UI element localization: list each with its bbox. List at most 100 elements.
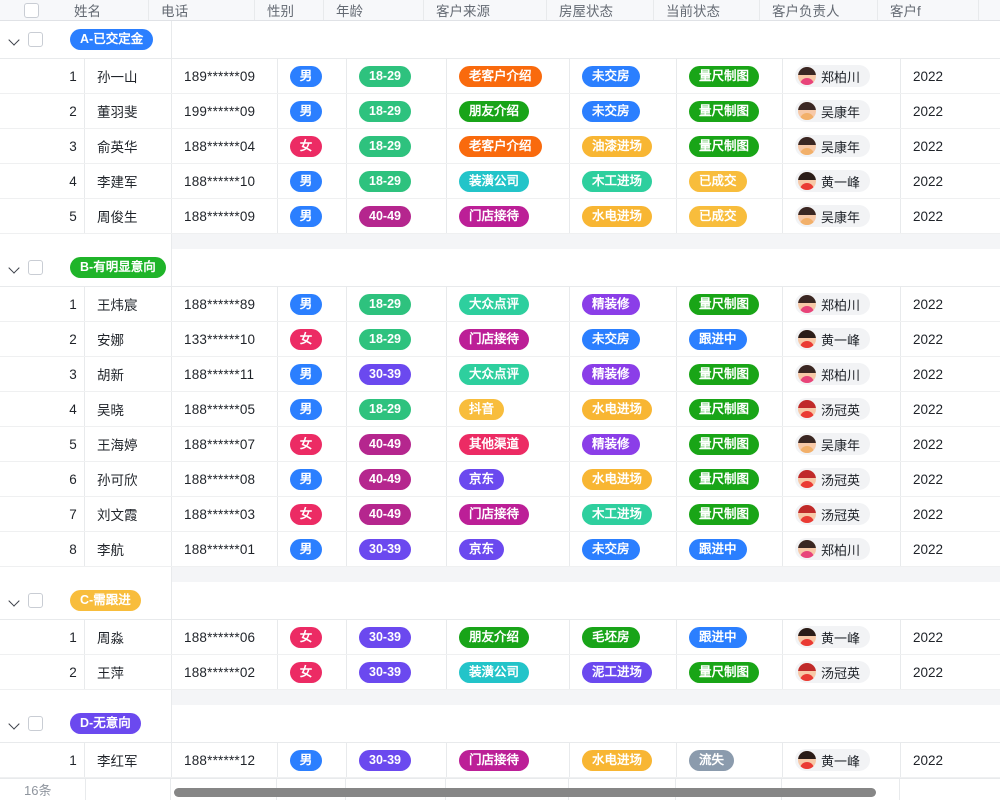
cell-name[interactable]: 吴晓	[85, 392, 172, 426]
tag-badge[interactable]: 女	[290, 626, 322, 648]
tag-badge[interactable]: 量尺制图	[689, 503, 760, 525]
cell-created[interactable]: 2022	[901, 199, 1000, 233]
cell-owner[interactable]: 汤冠英	[783, 497, 901, 531]
cell-gender[interactable]: 男	[278, 94, 347, 128]
group-header-row[interactable]: D-无意向	[0, 705, 1000, 743]
tag-badge[interactable]: 30-39	[359, 661, 411, 683]
row-select-cell[interactable]	[0, 287, 62, 321]
tag-badge[interactable]: 男	[290, 293, 322, 315]
cell-current-status[interactable]: 量尺制图	[677, 129, 783, 163]
cell-age[interactable]: 40-49	[347, 462, 447, 496]
cell-current-status[interactable]: 量尺制图	[677, 94, 783, 128]
cell-name[interactable]: 李红军	[85, 743, 172, 777]
row-select-cell[interactable]	[0, 743, 62, 777]
cell-current-status[interactable]: 跟进中	[677, 322, 783, 356]
cell-age[interactable]: 18-29	[347, 164, 447, 198]
cell-owner[interactable]: 郑柏川	[783, 59, 901, 93]
cell-phone[interactable]: 188******02	[172, 655, 278, 689]
owner-chip[interactable]: 汤冠英	[795, 468, 871, 490]
column-header-source[interactable]: 客户来源	[424, 0, 547, 20]
cell-created[interactable]: 2022	[901, 59, 1000, 93]
chevron-down-icon[interactable]	[8, 33, 22, 47]
table-row[interactable]: 1 周淼 188******06 女 30-39 朋友介绍 毛坯房 跟进中 黄一峰 2022	[0, 620, 1000, 655]
tag-badge[interactable]: 量尺制图	[689, 135, 760, 157]
cell-owner[interactable]: 黄一峰	[783, 743, 901, 777]
group-toggle-area[interactable]	[0, 705, 62, 742]
owner-chip[interactable]: 吴康年	[795, 433, 871, 455]
tag-badge[interactable]: 男	[290, 538, 322, 560]
table-row[interactable]: 7 刘文霞 188******03 女 40-49 门店接待 木工进场 量尺制图 汤冠英 2022	[0, 497, 1000, 532]
tag-badge[interactable]: 水电进场	[582, 205, 653, 227]
cell-gender[interactable]: 男	[278, 199, 347, 233]
table-row[interactable]: 2 董羽斐 199******09 男 18-29 朋友介绍 未交房 量尺制图 吴康年 2022	[0, 94, 1000, 129]
tag-badge[interactable]: 量尺制图	[689, 65, 760, 87]
owner-chip[interactable]: 汤冠英	[795, 661, 871, 683]
row-select-cell[interactable]	[0, 94, 62, 128]
tag-badge[interactable]: 女	[290, 661, 322, 683]
select-all-cell[interactable]	[0, 0, 62, 20]
cell-name[interactable]: 孙可欣	[85, 462, 172, 496]
cell-age[interactable]: 30-39	[347, 532, 447, 566]
tag-badge[interactable]: 18-29	[359, 65, 411, 87]
tag-badge[interactable]: 男	[290, 170, 322, 192]
row-select-cell[interactable]	[0, 427, 62, 461]
row-select-cell[interactable]	[0, 497, 62, 531]
horizontal-scrollbar[interactable]	[174, 788, 876, 797]
cell-owner[interactable]: 郑柏川	[783, 357, 901, 391]
tag-badge[interactable]: 男	[290, 398, 322, 420]
cell-phone[interactable]: 133******10	[172, 322, 278, 356]
cell-source[interactable]: 装潢公司	[447, 164, 570, 198]
cell-source[interactable]: 朋友介绍	[447, 620, 570, 654]
table-row[interactable]: 6 孙可欣 188******08 男 40-49 京东 水电进场 量尺制图 汤冠英 2022	[0, 462, 1000, 497]
table-row[interactable]: 5 王海婷 188******07 女 40-49 其他渠道 精装修 量尺制图 吴康年 2022	[0, 427, 1000, 462]
cell-name[interactable]: 刘文霞	[85, 497, 172, 531]
cell-name[interactable]: 周俊生	[85, 199, 172, 233]
owner-chip[interactable]: 黄一峰	[795, 170, 871, 192]
cell-age[interactable]: 40-49	[347, 497, 447, 531]
cell-source[interactable]: 抖音	[447, 392, 570, 426]
cell-current-status[interactable]: 量尺制图	[677, 462, 783, 496]
tag-badge[interactable]: 男	[290, 100, 322, 122]
cell-name[interactable]: 胡新	[85, 357, 172, 391]
tag-badge[interactable]: 跟进中	[689, 538, 747, 560]
cell-phone[interactable]: 188******89	[172, 287, 278, 321]
column-header-gender[interactable]: 性别	[255, 0, 324, 20]
tag-badge[interactable]: 未交房	[582, 100, 640, 122]
owner-chip[interactable]: 郑柏川	[795, 538, 871, 560]
tag-badge[interactable]: 门店接待	[459, 503, 530, 525]
cell-age[interactable]: 30-39	[347, 743, 447, 777]
tag-badge[interactable]: 30-39	[359, 749, 411, 771]
table-row[interactable]: 4 李建军 188******10 男 18-29 装潢公司 木工进场 已成交 黄一峰 2022	[0, 164, 1000, 199]
cell-house-status[interactable]: 未交房	[570, 532, 677, 566]
cell-owner[interactable]: 黄一峰	[783, 620, 901, 654]
tag-badge[interactable]: 40-49	[359, 205, 411, 227]
tag-badge[interactable]: 女	[290, 328, 322, 350]
column-header-age[interactable]: 年龄	[324, 0, 424, 20]
table-row[interactable]: 3 俞英华 188******04 女 18-29 老客户介绍 油漆进场 量尺制图 吴康年 202…	[0, 129, 1000, 164]
cell-phone[interactable]: 188******12	[172, 743, 278, 777]
table-row[interactable]: 5 周俊生 188******09 男 40-49 门店接待 水电进场 已成交 吴康年 2022	[0, 199, 1000, 234]
cell-name[interactable]: 李航	[85, 532, 172, 566]
chevron-down-icon[interactable]	[8, 594, 22, 608]
cell-created[interactable]: 2022	[901, 129, 1000, 163]
owner-chip[interactable]: 汤冠英	[795, 398, 871, 420]
cell-source[interactable]: 门店接待	[447, 322, 570, 356]
owner-chip[interactable]: 吴康年	[795, 135, 871, 157]
cell-house-status[interactable]: 水电进场	[570, 462, 677, 496]
tag-badge[interactable]: 30-39	[359, 538, 411, 560]
cell-owner[interactable]: 吴康年	[783, 427, 901, 461]
cell-age[interactable]: 40-49	[347, 199, 447, 233]
cell-created[interactable]: 2022	[901, 322, 1000, 356]
cell-age[interactable]: 18-29	[347, 392, 447, 426]
column-header-current-status[interactable]: 当前状态	[654, 0, 760, 20]
tag-badge[interactable]: 18-29	[359, 100, 411, 122]
cell-current-status[interactable]: 已成交	[677, 164, 783, 198]
tag-badge[interactable]: 京东	[459, 538, 505, 560]
tag-badge[interactable]: 女	[290, 433, 322, 455]
cell-source[interactable]: 大众点评	[447, 357, 570, 391]
cell-phone[interactable]: 188******10	[172, 164, 278, 198]
cell-current-status[interactable]: 跟进中	[677, 532, 783, 566]
cell-created[interactable]: 2022	[901, 462, 1000, 496]
tag-badge[interactable]: 量尺制图	[689, 398, 760, 420]
tag-badge[interactable]: 老客户介绍	[459, 65, 542, 87]
